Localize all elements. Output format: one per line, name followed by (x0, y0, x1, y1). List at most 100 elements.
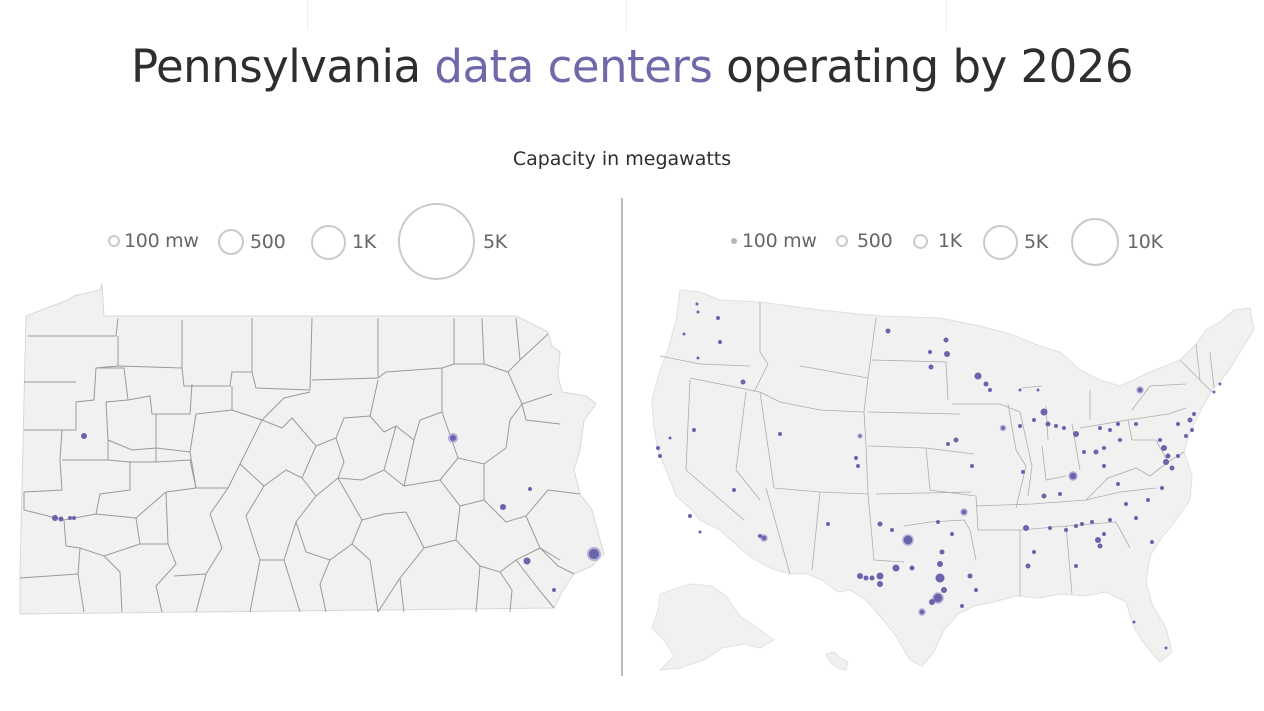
legend-dot-icon (731, 238, 737, 244)
data-center-dot (1093, 449, 1099, 455)
data-center-dot (688, 514, 692, 518)
data-center-dot (1190, 428, 1194, 432)
data-center-dot (58, 516, 64, 522)
data-center-dot (656, 446, 660, 450)
data-center-dot (877, 521, 883, 527)
data-center-dot (1045, 421, 1051, 427)
data-center-dot (81, 433, 87, 439)
data-center-dot (885, 328, 891, 334)
data-center-dot (1192, 412, 1196, 416)
data-center-dot (1048, 526, 1052, 530)
data-center-dot (1082, 450, 1086, 454)
legend-label: 100 mw (124, 230, 199, 252)
us-map (651, 289, 1255, 671)
data-center-dot (1160, 486, 1164, 490)
data-center-dot (760, 534, 768, 542)
contiguous-us-outline (651, 289, 1255, 667)
data-center-dot (1068, 471, 1078, 481)
data-center-dot (953, 437, 959, 443)
data-center-dot (1023, 525, 1029, 531)
data-center-dot (988, 388, 992, 392)
data-center-dot (1116, 482, 1120, 486)
pa-legend-500: 500 (218, 229, 286, 255)
us-legend-10k: 10K (1071, 217, 1163, 267)
data-center-dot (1187, 417, 1193, 423)
pa-legend-1k: 1K (311, 224, 376, 260)
data-center-dot (1134, 422, 1138, 426)
data-center-dot (869, 575, 875, 581)
data-center-dot (72, 516, 76, 520)
data-center-dot (1134, 516, 1138, 520)
data-center-dot (928, 350, 932, 354)
data-center-dot (1164, 646, 1168, 650)
data-center-dot (587, 547, 601, 561)
legend-label: 1K (938, 230, 962, 252)
data-center-dot (1218, 382, 1222, 386)
data-center-dot (854, 456, 858, 460)
data-center-dot (950, 532, 954, 536)
data-center-dot (716, 316, 720, 320)
data-center-dot (941, 587, 947, 593)
data-center-dot (983, 381, 989, 387)
data-center-dot (877, 581, 883, 587)
data-center-dot (1040, 408, 1048, 416)
data-center-dot (1090, 520, 1094, 524)
legend-label: 500 (857, 230, 893, 252)
county-borders (19, 317, 581, 613)
data-center-dot (944, 351, 950, 357)
data-center-dot (918, 608, 926, 616)
data-center-dot (696, 310, 700, 314)
data-center-dot (974, 588, 978, 592)
legend-label: 5K (1024, 231, 1048, 253)
data-center-dot (500, 504, 506, 510)
data-center-dot (718, 340, 722, 344)
hawaii-outline (825, 651, 849, 671)
legend-label: 500 (250, 231, 286, 253)
data-center-dot (698, 530, 702, 534)
data-center-dot (68, 516, 72, 520)
data-center-dot (692, 428, 696, 432)
us-data-centers (656, 302, 1222, 650)
legend-label: 5K (483, 230, 507, 253)
map-subtitle: Capacity in megawatts (512, 148, 732, 170)
state-borders (659, 302, 1215, 596)
data-center-dot (1073, 431, 1079, 437)
data-center-dot (740, 379, 746, 385)
data-center-dot (929, 599, 935, 605)
data-center-dot (935, 573, 945, 583)
data-center-dot (1064, 528, 1068, 532)
data-center-dot (1032, 550, 1036, 554)
data-center-dot (528, 487, 532, 491)
data-center-dot (732, 488, 736, 492)
title-part-1: Pennsylvania (130, 40, 421, 93)
data-center-dot (523, 557, 531, 565)
panel-divider (621, 198, 623, 676)
data-center-dot (999, 424, 1007, 432)
data-center-dot (1021, 470, 1025, 474)
data-center-dot (936, 520, 940, 524)
data-center-dot (1146, 498, 1150, 502)
data-center-dot (1058, 492, 1062, 496)
data-center-dot (1163, 459, 1169, 465)
data-center-dot (1036, 388, 1040, 392)
data-center-dot (682, 332, 686, 336)
legend-circle-icon (108, 235, 120, 247)
data-center-dot (1118, 438, 1122, 442)
data-center-dot (1097, 543, 1103, 549)
top-tick (626, 0, 627, 30)
pennsylvania-map (19, 283, 605, 615)
data-center-dot (1124, 502, 1128, 506)
us-legend-1k: 1K (913, 229, 962, 253)
legend-circle-icon (913, 233, 928, 249)
data-center-dot (1041, 493, 1047, 499)
data-center-dot (1158, 438, 1162, 442)
page-title: Pennsylvania data centers operating by 2… (0, 40, 1264, 93)
data-center-dot (758, 534, 762, 538)
us-legend-100: 100 mw (731, 229, 817, 253)
data-center-dot (1095, 537, 1101, 543)
legend-label: 1K (352, 231, 376, 253)
data-center-dot (1108, 518, 1112, 522)
data-center-dot (974, 372, 982, 380)
data-center-dot (696, 356, 700, 360)
data-center-dot (960, 604, 964, 608)
